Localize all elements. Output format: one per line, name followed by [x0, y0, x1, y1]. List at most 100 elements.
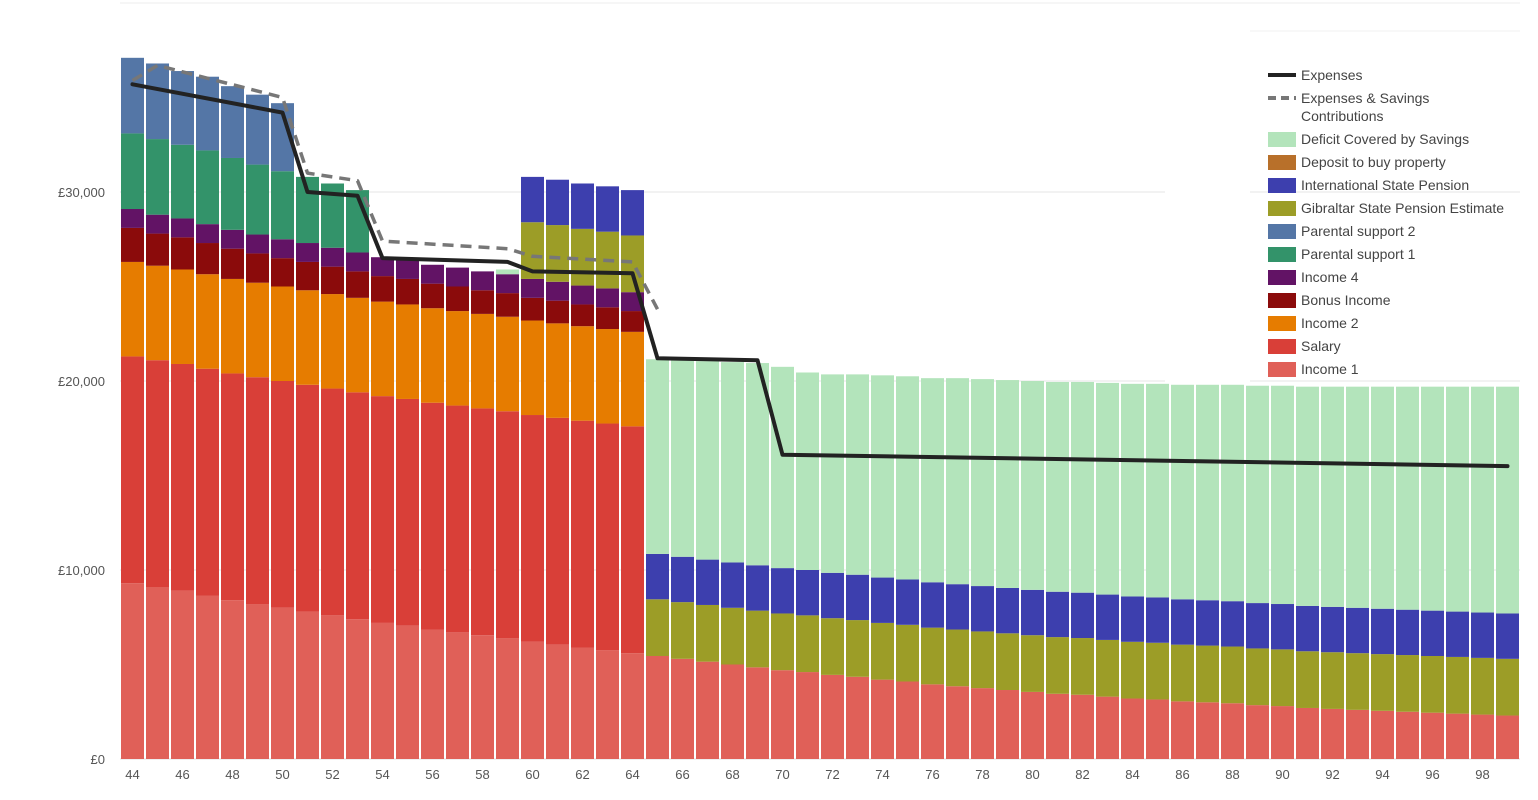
bar-income-2: [621, 331, 644, 427]
bar-income-1: [1246, 705, 1269, 759]
bar-income-1: [171, 590, 194, 759]
bar-international-state-pension: [1421, 610, 1444, 656]
x-tick-label: 84: [1125, 767, 1139, 782]
bar-international-state-pension: [996, 587, 1019, 634]
bar-income-1: [1371, 710, 1394, 759]
bar-income-4: [396, 260, 419, 279]
bar-international-state-pension: [946, 584, 969, 630]
bar-salary: [446, 405, 469, 633]
legend-item-parental-support-1: Parental support 1: [1268, 246, 1416, 262]
bar-parental-support-1: [221, 157, 244, 230]
bar-salary: [396, 398, 419, 626]
bar-income-4: [546, 281, 569, 301]
legend-swatch: [1268, 339, 1296, 354]
bar-salary: [596, 423, 619, 651]
bar-deficit-covered-by-savings: [696, 361, 719, 560]
bar-salary: [196, 368, 219, 596]
bar-deficit-covered-by-savings: [1371, 386, 1394, 609]
bar-parental-support-1: [246, 164, 269, 235]
bar-deficit-covered-by-savings: [821, 374, 844, 573]
x-axis: 44 46 48 50 52 54 56 58 60 62 64 66 68 70 72 74 76 78 80 82…: [125, 767, 1489, 782]
bar-income-1: [821, 674, 844, 759]
bar-income-2: [296, 290, 319, 385]
bar-international-state-pension: [521, 176, 544, 223]
bar-income-4: [446, 267, 469, 287]
x-tick-label: 90: [1275, 767, 1289, 782]
bar-parental-support-1: [146, 139, 169, 215]
bar-deficit-covered-by-savings: [1021, 381, 1044, 590]
legend-swatch: [1268, 247, 1296, 262]
bar-international-state-pension: [571, 183, 594, 229]
bar-international-state-pension: [621, 190, 644, 236]
x-tick-label: 50: [275, 767, 289, 782]
legend-swatch: [1268, 132, 1296, 147]
bar-income-4: [121, 209, 144, 228]
bar-gibraltar-state-pension-estimate: [1271, 649, 1294, 707]
bar-income-1: [1196, 702, 1219, 759]
bar-salary: [421, 402, 444, 630]
bar-deficit-covered-by-savings: [771, 366, 794, 569]
legend-item-expenses: Expenses: [1268, 67, 1362, 83]
bar-bonus-income: [246, 253, 269, 283]
y-tick-label: £10,000: [58, 563, 105, 578]
bar-income-1: [1296, 707, 1319, 759]
bar-international-state-pension: [1346, 607, 1369, 654]
bar-income-1: [671, 658, 694, 759]
bar-bonus-income: [521, 297, 544, 321]
bar-bonus-income: [546, 300, 569, 324]
legend-item-income-2: Income 2: [1268, 315, 1359, 331]
bar-income-1: [321, 615, 344, 759]
bar-income-1: [1021, 691, 1044, 759]
bar-gibraltar-state-pension-estimate: [1121, 641, 1144, 699]
bar-income-1: [871, 679, 894, 759]
legend-swatch: [1268, 293, 1296, 308]
legend-label: Salary: [1301, 338, 1341, 354]
bar-income-2: [371, 301, 394, 397]
bar-income-1: [246, 604, 269, 759]
bar-income-2: [596, 329, 619, 424]
legend-label: Parental support 2: [1301, 223, 1416, 239]
bar-income-1: [146, 587, 169, 759]
bar-gibraltar-state-pension-estimate: [1446, 656, 1469, 714]
bar-deficit-covered-by-savings: [896, 376, 919, 580]
bar-income-1: [1271, 706, 1294, 759]
bar-parental-support-2: [171, 71, 194, 145]
bar-gibraltar-state-pension-estimate: [1246, 648, 1269, 706]
bar-income-2: [221, 278, 244, 374]
bar-gibraltar-state-pension-estimate: [1296, 651, 1319, 708]
bar-parental-support-1: [121, 133, 144, 210]
bar-international-state-pension: [646, 553, 669, 600]
bar-salary: [246, 377, 269, 605]
y-axis: £0 £10,000 £20,000 £30,000: [58, 185, 105, 767]
bar-income-1: [971, 688, 994, 759]
bar-income-1: [596, 650, 619, 759]
legend-item-expenses-savings-contributions: Expenses & Savings Contributions: [1268, 90, 1429, 124]
legend-label: International State Pension: [1301, 177, 1469, 193]
bar-salary: [271, 381, 294, 608]
bar-gibraltar-state-pension-estimate: [621, 235, 644, 293]
bar-income-1: [271, 607, 294, 759]
bar-income-1: [1146, 699, 1169, 759]
bar-salary: [121, 356, 144, 584]
bar-international-state-pension: [896, 579, 919, 625]
bar-gibraltar-state-pension-estimate: [896, 624, 919, 682]
bar-international-state-pension: [821, 572, 844, 619]
bar-bonus-income: [271, 258, 294, 287]
bar-income-1: [396, 625, 419, 759]
bar-gibraltar-state-pension-estimate: [646, 599, 669, 656]
legend-item-income-4: Income 4: [1268, 269, 1359, 285]
x-tick-label: 88: [1225, 767, 1239, 782]
bar-gibraltar-state-pension-estimate: [996, 633, 1019, 691]
bar-deficit-covered-by-savings: [1196, 384, 1219, 601]
bar-salary: [146, 360, 169, 588]
bar-gibraltar-state-pension-estimate: [696, 604, 719, 662]
bar-gibraltar-state-pension-estimate: [846, 620, 869, 677]
bar-income-1: [746, 667, 769, 759]
x-tick-label: 76: [925, 767, 939, 782]
bar-income-1: [921, 684, 944, 759]
bar-income-4: [346, 252, 369, 272]
bar-salary: [571, 420, 594, 648]
line-expenses-savings-contributions: [131, 63, 660, 311]
bar-deficit-covered-by-savings: [1146, 383, 1169, 598]
bar-bonus-income: [196, 243, 219, 275]
